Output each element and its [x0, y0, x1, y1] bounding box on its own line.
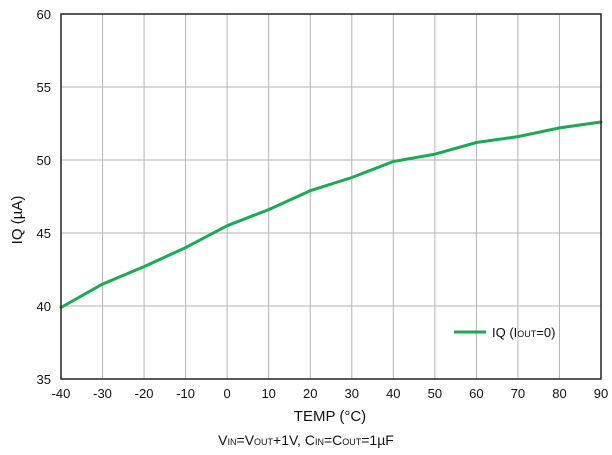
y-axis-title: IQ (µA) — [9, 196, 26, 245]
x-tick-label: -20 — [135, 386, 154, 401]
plot-frame — [60, 13, 602, 380]
y-tick-label: 35 — [37, 372, 51, 387]
y-tick-label: 55 — [37, 80, 51, 95]
y-tick-label: 45 — [37, 226, 51, 241]
y-axis-ticks: 35 40 45 50 55 60 — [37, 7, 51, 387]
x-axis-title: TEMP (°C) — [294, 408, 366, 425]
conditions-caption: VIN=VOUT+1V, CIN=COUT=1µF — [218, 432, 394, 448]
x-tick-label: 20 — [303, 386, 317, 401]
grid-lines — [60, 13, 602, 380]
y-tick-label: 40 — [37, 299, 51, 314]
x-tick-label: 80 — [552, 386, 566, 401]
x-tick-label: 0 — [224, 386, 231, 401]
x-tick-label: 90 — [594, 386, 608, 401]
series-line — [59, 120, 603, 309]
legend-label: IQ (IOUT=0) — [492, 325, 555, 340]
legend: IQ (IOUT=0) — [454, 325, 555, 340]
y-tick-label: 50 — [37, 153, 51, 168]
series-layer — [59, 120, 603, 309]
x-axis-ticks: -40 -30 -20 -10 0 10 20 30 40 50 60 70 80 90 — [52, 386, 609, 401]
x-tick-label: 10 — [261, 386, 275, 401]
x-tick-label: 60 — [469, 386, 483, 401]
x-tick-label: 70 — [511, 386, 525, 401]
x-tick-label: -30 — [93, 386, 112, 401]
x-tick-label: -10 — [176, 386, 195, 401]
x-tick-label: 30 — [345, 386, 359, 401]
x-tick-label: 50 — [428, 386, 442, 401]
y-tick-label: 60 — [37, 7, 51, 22]
x-tick-label: 40 — [386, 386, 400, 401]
x-tick-label: -40 — [52, 386, 71, 401]
